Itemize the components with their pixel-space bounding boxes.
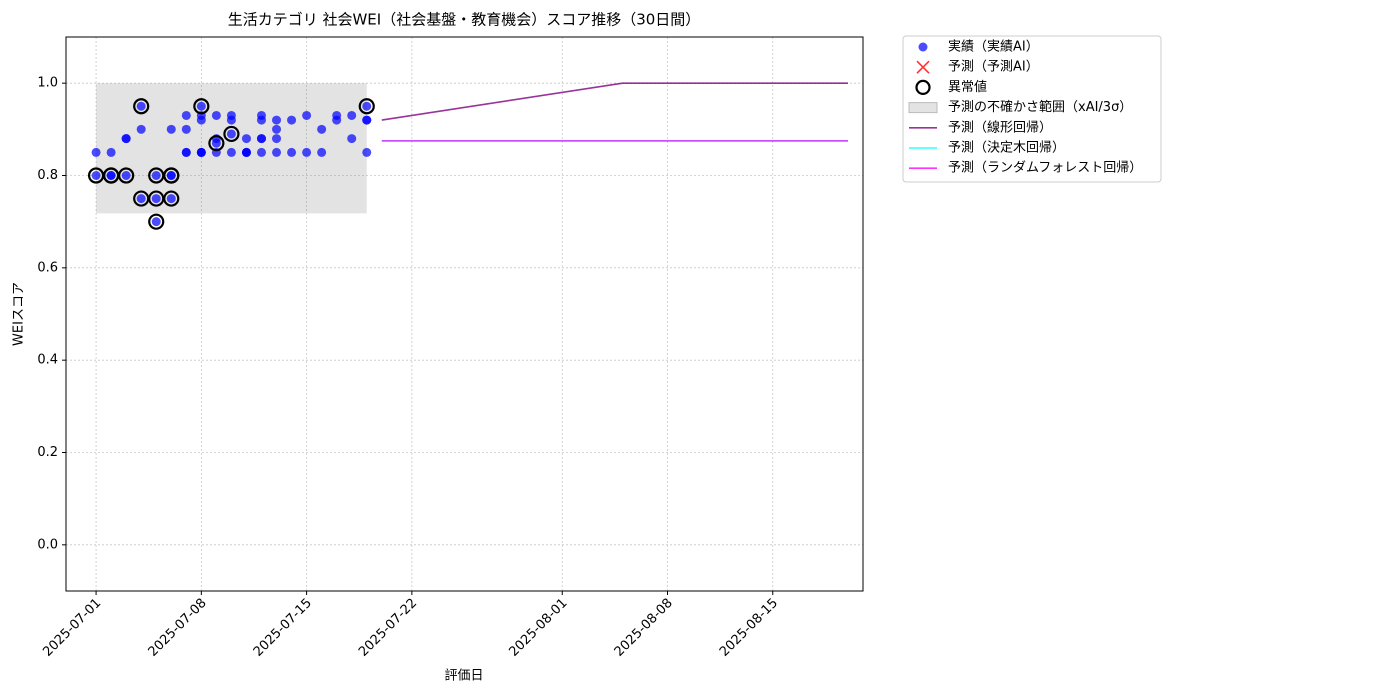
anomaly-marker bbox=[148, 213, 165, 230]
data-point bbox=[181, 110, 191, 120]
data-point bbox=[196, 147, 206, 157]
data-point bbox=[302, 147, 312, 157]
data-point bbox=[332, 115, 342, 125]
legend-label: 予測の不確かさ範囲（xAI/3σ） bbox=[948, 99, 1132, 115]
y-tick-label: 0.6 bbox=[37, 260, 58, 275]
chart-title: 生活カテゴリ 社会WEI（社会基盤・教育機会）スコア推移（30日間） bbox=[228, 11, 701, 29]
y-tick-label: 1.0 bbox=[37, 76, 58, 91]
legend-label: 予測（決定木回帰） bbox=[948, 140, 1065, 156]
y-tick-label: 0.2 bbox=[37, 445, 58, 460]
anomaly-marker bbox=[193, 98, 210, 115]
legend-swatch bbox=[915, 79, 931, 96]
data-point bbox=[121, 134, 131, 144]
data-point bbox=[256, 147, 266, 157]
data-point bbox=[211, 110, 221, 120]
anomaly-marker bbox=[358, 98, 375, 115]
data-point bbox=[317, 147, 327, 157]
anomaly-marker bbox=[163, 190, 180, 207]
data-point bbox=[287, 115, 297, 125]
data-point bbox=[166, 194, 176, 204]
anomaly-marker bbox=[133, 98, 150, 115]
legend-label: 実績（実績AI） bbox=[948, 39, 1039, 55]
y-tick-label: 0.8 bbox=[37, 168, 58, 183]
data-point bbox=[136, 101, 146, 111]
data-point bbox=[287, 147, 297, 157]
legend-box bbox=[902, 35, 1162, 183]
legend-swatch bbox=[916, 60, 930, 74]
legend-label: 予測（線形回帰） bbox=[948, 119, 1052, 135]
data-point bbox=[256, 134, 266, 144]
y-axis-label: WEIスコア bbox=[12, 282, 27, 346]
legend-label: 異常値 bbox=[948, 79, 987, 95]
data-point bbox=[121, 171, 131, 180]
data-point bbox=[272, 124, 282, 134]
x-tick-label: 2025-08-08 bbox=[612, 596, 676, 660]
data-point bbox=[136, 194, 146, 204]
data-point bbox=[241, 147, 251, 157]
data-point bbox=[226, 147, 236, 157]
data-point bbox=[226, 110, 236, 120]
data-point bbox=[106, 147, 116, 157]
x-tick-label: 2025-07-08 bbox=[146, 596, 210, 660]
forecast-line bbox=[381, 82, 848, 121]
data-point bbox=[196, 101, 206, 111]
data-point bbox=[106, 171, 116, 180]
legend-swatch bbox=[918, 42, 928, 52]
data-point bbox=[181, 124, 191, 134]
anomaly-marker bbox=[208, 135, 225, 152]
data-point bbox=[362, 115, 372, 125]
data-point bbox=[347, 110, 357, 120]
data-point bbox=[166, 124, 176, 134]
data-point bbox=[317, 124, 327, 134]
data-point bbox=[91, 171, 101, 180]
data-point bbox=[211, 138, 221, 148]
y-tick-label: 0.0 bbox=[37, 537, 58, 552]
data-point bbox=[302, 110, 312, 120]
data-point bbox=[362, 147, 372, 157]
x-tick-label: 2025-07-01 bbox=[40, 596, 104, 660]
x-tick-label: 2025-07-22 bbox=[356, 596, 420, 660]
data-point bbox=[241, 134, 251, 144]
x-tick-label: 2025-07-15 bbox=[251, 596, 315, 660]
data-point bbox=[256, 115, 266, 125]
x-tick-label: 2025-08-01 bbox=[507, 596, 571, 660]
data-point bbox=[181, 147, 191, 157]
data-point bbox=[151, 171, 161, 180]
x-axis-label: 評価日 bbox=[444, 669, 483, 684]
legend-swatch bbox=[908, 102, 938, 114]
data-point bbox=[151, 194, 161, 204]
data-point bbox=[362, 101, 372, 111]
y-tick-label: 0.4 bbox=[37, 353, 58, 368]
data-point bbox=[151, 217, 161, 227]
data-point bbox=[226, 129, 236, 139]
anomaly-marker bbox=[163, 167, 180, 184]
data-point bbox=[272, 147, 282, 157]
x-tick-label: 2025-08-15 bbox=[717, 596, 781, 660]
data-point bbox=[272, 134, 282, 144]
data-point bbox=[136, 124, 146, 134]
plot-frame bbox=[65, 36, 864, 592]
data-point bbox=[272, 115, 282, 125]
anomaly-marker bbox=[118, 167, 135, 184]
data-point bbox=[91, 147, 101, 157]
legend-label: 予測（ランダムフォレスト回帰） bbox=[948, 160, 1142, 176]
legend-label: 予測（予測AI） bbox=[948, 60, 1039, 75]
anomaly-marker bbox=[223, 125, 240, 143]
data-point bbox=[347, 134, 357, 144]
data-point bbox=[166, 171, 176, 180]
